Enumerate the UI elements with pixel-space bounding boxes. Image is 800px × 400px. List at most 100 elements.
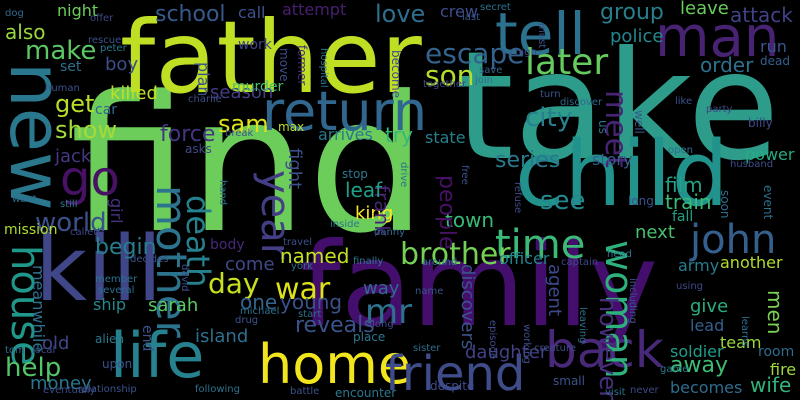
word-take: take <box>455 20 780 194</box>
word-sister: sister <box>413 343 441 354</box>
word-using: using <box>676 281 704 292</box>
word-show: show <box>55 116 118 144</box>
word-agent: agent <box>544 264 565 316</box>
word-free: free <box>459 165 470 185</box>
word-john: john <box>690 217 777 263</box>
word-one: one <box>240 290 278 314</box>
word-tell: tell <box>495 0 586 68</box>
word-following: following <box>195 384 240 395</box>
word-captain: captain <box>561 257 599 268</box>
word-try: try <box>385 123 413 147</box>
word-mission: mission <box>4 222 58 238</box>
word-dog: dog <box>5 8 24 19</box>
word-learns: learns <box>739 316 750 347</box>
word-crew: crew <box>440 2 478 21</box>
word-return: return <box>262 80 428 143</box>
word-school: school <box>155 2 226 27</box>
word-well: well <box>632 110 646 134</box>
word-place: place <box>353 330 386 344</box>
word-head: head <box>607 249 632 260</box>
word-want: want <box>12 194 37 205</box>
word-order: order <box>700 53 754 77</box>
word-rescue: rescue <box>88 35 122 46</box>
word-next: next <box>635 222 675 243</box>
word-daughter: daughter <box>465 342 548 363</box>
word-working: working <box>521 324 532 364</box>
word-stop: stop <box>342 167 368 181</box>
word-sam: sam <box>218 110 269 138</box>
word-world: world <box>35 208 107 238</box>
word-power: power <box>745 145 795 164</box>
word-killed: killed <box>110 83 158 104</box>
word-officer: officer <box>499 249 550 268</box>
word-alien: alien <box>95 332 125 346</box>
word-time: time <box>495 222 586 268</box>
word-love: love <box>375 0 426 28</box>
word-work: work <box>238 37 272 53</box>
word-leaf: leaf <box>345 178 383 202</box>
word-town: town <box>445 208 495 232</box>
word-never: never <box>630 385 659 396</box>
word-wife: wife <box>750 373 792 397</box>
word-us: us <box>596 120 610 134</box>
word-see: see <box>540 186 586 216</box>
word-murder: murder <box>232 79 284 95</box>
word-make: make <box>25 36 97 66</box>
word-leaving: leaving <box>577 307 588 344</box>
word-must: must <box>536 23 547 49</box>
word-day: day <box>208 267 260 300</box>
word-secret: secret <box>480 2 511 13</box>
word-despite: despite <box>430 379 475 393</box>
word-move: move <box>277 48 291 82</box>
word-york: york <box>291 261 313 272</box>
word-king: king <box>355 203 394 224</box>
word-another: another <box>720 253 783 272</box>
word-turn: turn <box>540 89 561 100</box>
word-young: young <box>280 290 343 314</box>
word-like: like <box>675 96 693 107</box>
word-brother: brother <box>400 237 511 272</box>
word-drive: drive <box>398 162 409 188</box>
word-home: home <box>258 333 412 396</box>
word-get: get <box>55 90 95 118</box>
word-fight: fight <box>284 148 305 190</box>
word-end: end <box>139 325 155 352</box>
word-people: people <box>434 175 459 250</box>
word-join: join <box>475 75 494 86</box>
word-back: back <box>545 321 664 379</box>
word-series: series <box>495 148 561 173</box>
word-save: save <box>479 65 503 76</box>
word-go: go <box>60 151 120 207</box>
word-several: several <box>98 285 135 296</box>
word-finally: finally <box>353 256 384 267</box>
word-set: set <box>60 59 82 75</box>
word-war: war <box>275 272 331 307</box>
word-asks: asks <box>185 142 212 156</box>
word-team: team <box>720 333 762 352</box>
word-child: child <box>515 122 729 227</box>
word-david: david <box>179 264 190 292</box>
word-game: game <box>660 364 689 375</box>
word-ship: ship <box>93 295 127 314</box>
word-offer: offer <box>90 13 114 24</box>
word-husband: husband <box>730 159 774 170</box>
word-girl: girl <box>107 198 126 224</box>
word-event: event <box>761 185 775 220</box>
word-also: also <box>5 20 46 44</box>
word-leave: leave <box>680 0 729 19</box>
word-discovers: discovers <box>457 264 478 350</box>
word-hand: hand <box>217 180 228 206</box>
word-friend: friend <box>385 346 526 400</box>
word-danny: danny <box>374 227 406 238</box>
word-long: long <box>628 194 654 208</box>
word-becomes: becomes <box>670 378 743 397</box>
word-meanwhile: meanwhile <box>29 265 48 353</box>
word-body: body <box>210 237 245 253</box>
word-car: car <box>95 102 118 118</box>
word-jack: jack <box>55 146 92 167</box>
word-son: son <box>425 59 475 92</box>
word-named: named <box>280 244 350 268</box>
word-high: high <box>515 47 537 58</box>
word-sarah: sarah <box>148 295 199 316</box>
word-decides: decides <box>130 254 169 265</box>
